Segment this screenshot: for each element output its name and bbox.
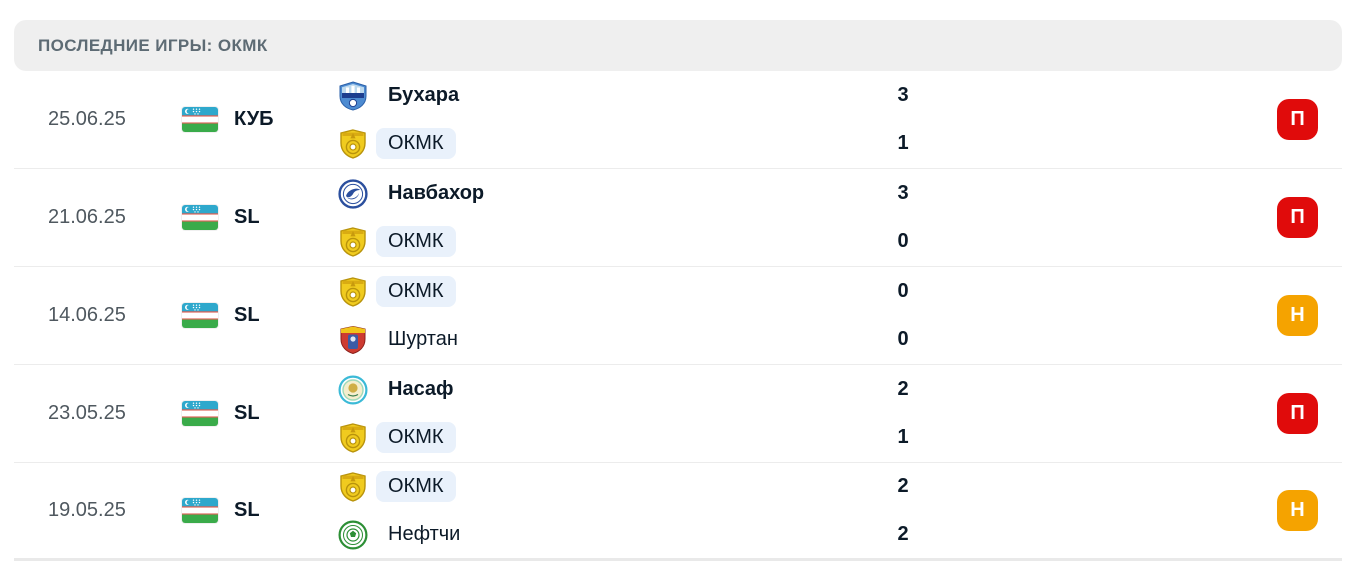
- score-column: 2 2: [870, 470, 936, 552]
- result-badge[interactable]: Н: [1277, 295, 1318, 336]
- home-score: 0: [897, 280, 909, 302]
- home-team-name: Бухара: [388, 84, 460, 106]
- uzbekistan-flag-icon: [182, 303, 218, 328]
- away-team-name: Нефтчи: [388, 523, 461, 545]
- match-row[interactable]: 25.06.25 КУБ Бухара ОКМК 3 1 П: [14, 71, 1342, 169]
- home-team[interactable]: Бухара: [338, 79, 870, 113]
- away-score: 2: [897, 523, 909, 545]
- away-team[interactable]: Шуртан: [338, 323, 870, 357]
- match-row[interactable]: 23.05.25 SL Насаф ОКМК 2 1 П: [14, 365, 1342, 463]
- okmk-logo-icon: [338, 423, 368, 453]
- competition: SL: [182, 303, 338, 328]
- score-column: 3 0: [870, 177, 936, 259]
- home-team-name: ОКМК: [376, 276, 456, 307]
- teams-column: ОКМК Нефтчи: [338, 470, 870, 552]
- away-team-name: ОКМК: [376, 226, 456, 257]
- competition-label: КУБ: [234, 108, 274, 130]
- away-score: 0: [897, 328, 909, 350]
- competition-label: SL: [234, 499, 260, 521]
- competition: SL: [182, 498, 338, 523]
- result-badge[interactable]: П: [1277, 393, 1318, 434]
- teams-column: ОКМК Шуртан: [338, 275, 870, 357]
- widget-title: ПОСЛЕДНИЕ ИГРЫ: ОКМК: [38, 35, 268, 55]
- away-team[interactable]: ОКМК: [338, 421, 870, 455]
- shurtan-logo-icon: [338, 325, 368, 355]
- score-column: 0 0: [870, 275, 936, 357]
- home-team-name: ОКМК: [376, 471, 456, 502]
- okmk-logo-icon: [338, 129, 368, 159]
- match-list: 25.06.25 КУБ Бухара ОКМК 3 1 П: [14, 71, 1342, 561]
- home-score: 2: [897, 475, 909, 497]
- score-column: 2 1: [870, 373, 936, 455]
- home-team-name: Насаф: [388, 378, 454, 400]
- home-team[interactable]: Навбахор: [338, 177, 870, 211]
- bukhara-logo-icon: [338, 81, 368, 111]
- competition: SL: [182, 205, 338, 230]
- away-team-name: ОКМК: [376, 422, 456, 453]
- away-score: 1: [897, 426, 909, 448]
- competition: КУБ: [182, 107, 338, 132]
- result-badge[interactable]: П: [1277, 99, 1318, 140]
- away-team[interactable]: Нефтчи: [338, 518, 870, 552]
- away-team-name: ОКМК: [376, 128, 456, 159]
- navbahor-logo-icon: [338, 179, 368, 209]
- match-date: 14.06.25: [48, 304, 126, 326]
- away-team[interactable]: ОКМК: [338, 225, 870, 259]
- okmk-logo-icon: [338, 472, 368, 502]
- uzbekistan-flag-icon: [182, 498, 218, 523]
- home-team[interactable]: ОКМК: [338, 470, 870, 504]
- competition-label: SL: [234, 402, 260, 424]
- match-date: 23.05.25: [48, 402, 126, 424]
- teams-column: Навбахор ОКМК: [338, 177, 870, 259]
- uzbekistan-flag-icon: [182, 205, 218, 230]
- result-badge[interactable]: Н: [1277, 490, 1318, 531]
- competition-label: SL: [234, 206, 260, 228]
- home-team-name: Навбахор: [388, 182, 485, 204]
- away-team[interactable]: ОКМК: [338, 127, 870, 161]
- okmk-logo-icon: [338, 227, 368, 257]
- teams-column: Насаф ОКМК: [338, 373, 870, 455]
- home-team[interactable]: ОКМК: [338, 275, 870, 309]
- uzbekistan-flag-icon: [182, 107, 218, 132]
- match-row[interactable]: 14.06.25 SL ОКМК Шуртан 0 0 Н: [14, 267, 1342, 365]
- match-date: 21.06.25: [48, 206, 126, 228]
- okmk-logo-icon: [338, 277, 368, 307]
- match-row[interactable]: 21.06.25 SL Навбахор ОКМК 3 0 П: [14, 169, 1342, 267]
- home-score: 2: [897, 378, 909, 400]
- home-team[interactable]: Насаф: [338, 373, 870, 407]
- uzbekistan-flag-icon: [182, 401, 218, 426]
- neftchi-logo-icon: [338, 520, 368, 550]
- result-badge[interactable]: П: [1277, 197, 1318, 238]
- home-score: 3: [897, 182, 909, 204]
- teams-column: Бухара ОКМК: [338, 79, 870, 161]
- score-column: 3 1: [870, 79, 936, 161]
- competition: SL: [182, 401, 338, 426]
- home-score: 3: [897, 84, 909, 106]
- match-row[interactable]: 19.05.25 SL ОКМК Нефтчи 2 2 Н: [14, 463, 1342, 561]
- match-date: 19.05.25: [48, 499, 126, 521]
- away-score: 0: [897, 230, 909, 252]
- away-score: 1: [897, 132, 909, 154]
- nasaf-logo-icon: [338, 375, 368, 405]
- match-date: 25.06.25: [48, 108, 126, 130]
- away-team-name: Шуртан: [388, 328, 458, 350]
- widget-header: ПОСЛЕДНИЕ ИГРЫ: ОКМК: [14, 20, 1342, 71]
- competition-label: SL: [234, 304, 260, 326]
